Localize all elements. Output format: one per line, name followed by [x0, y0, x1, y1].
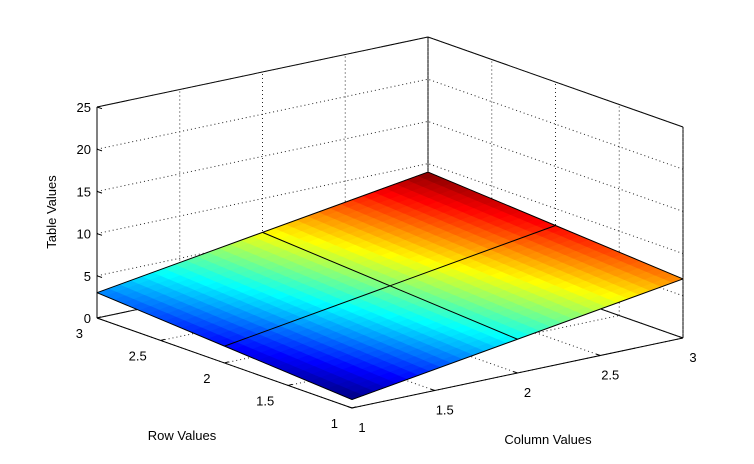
x-tick-mark	[678, 336, 684, 339]
z-tick-mark	[96, 190, 103, 194]
grid-line	[96, 78, 429, 150]
mesh-line	[389, 285, 518, 340]
z-tick-mark	[96, 275, 103, 278]
mesh-line	[427, 171, 556, 226]
y-tick-label: 1	[331, 416, 338, 431]
z-tick-label: 25	[77, 100, 91, 115]
z-tick-label: 0	[84, 311, 91, 326]
mesh-line	[517, 278, 684, 340]
mesh-line	[96, 231, 263, 294]
mesh-line	[224, 345, 353, 401]
grid-line	[96, 120, 429, 192]
x-tick-label: 2	[524, 385, 531, 400]
x-tick-mark	[347, 406, 353, 409]
x-tick-mark	[596, 353, 601, 356]
right-top-edge	[427, 36, 684, 128]
mesh-line	[96, 292, 225, 347]
y-tick-mark	[351, 406, 357, 409]
y-tick-mark	[160, 338, 165, 341]
grid-line	[96, 36, 429, 108]
x-tick-label: 1.5	[436, 403, 454, 418]
z-tick-mark	[96, 106, 103, 110]
mesh-line	[262, 171, 429, 233]
z-tick-label: 15	[77, 184, 91, 199]
y-tick-label: 3	[76, 326, 83, 341]
x-tick-mark	[513, 371, 518, 374]
mesh-layer	[96, 171, 684, 401]
y-tick-mark	[288, 383, 293, 386]
x-axis-label: Column Values	[504, 432, 592, 447]
x-tick-label: 2.5	[601, 368, 619, 383]
grid-line	[96, 205, 429, 277]
z-tick-mark	[96, 233, 103, 236]
y-tick-label: 2.5	[129, 349, 147, 364]
z-tick-label: 20	[77, 142, 91, 157]
mesh-line	[224, 285, 391, 347]
mesh-line	[262, 231, 391, 287]
x-tick-label: 1	[358, 420, 365, 435]
x-tick-mark	[430, 388, 435, 391]
grid-line	[96, 163, 429, 235]
y-axis-label: Row Values	[148, 428, 217, 443]
y-tick-mark	[224, 361, 229, 364]
z-axis-label: Table Values	[44, 175, 59, 249]
y-tick-label: 1.5	[256, 394, 274, 409]
mesh-line	[351, 338, 518, 401]
y-tick-label: 2	[203, 371, 210, 386]
mesh-line	[555, 225, 684, 280]
z-tick-mark	[96, 317, 103, 321]
z-tick-label: 5	[84, 269, 91, 284]
z-tick-label: 10	[77, 227, 91, 242]
axis-layer	[96, 106, 684, 409]
mesh-line	[389, 225, 556, 287]
x-tick-label: 3	[689, 350, 696, 365]
z-tick-mark	[96, 148, 103, 152]
